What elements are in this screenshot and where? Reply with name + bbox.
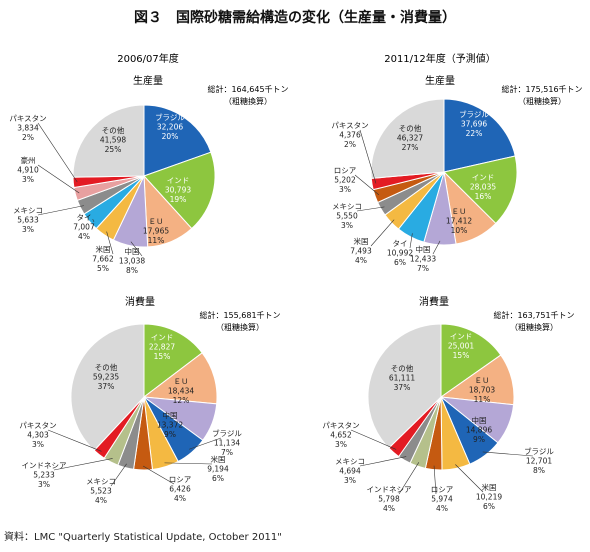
slice-label-china: 中国 12,433 7% xyxy=(410,244,436,273)
slice-label-mexico: メキシコ 4,694 3% xyxy=(335,457,365,485)
slice-label-eu: ＥＵ 18,703 11% xyxy=(469,376,495,404)
pie-slice-others xyxy=(70,323,145,452)
slice-label-brazil: ブラジル 32,206 20% xyxy=(155,112,185,141)
pie-slice-india xyxy=(443,155,518,225)
slice-label-russia: ロシア 6,426 4% xyxy=(169,475,192,503)
chart-period: 2011/12年度（予測値） xyxy=(384,52,496,65)
leader-line-pakistan xyxy=(359,129,377,184)
slice-label-russia: ロシア 5,974 4% xyxy=(431,485,454,513)
leader-line-usa xyxy=(370,219,395,247)
slice-label-mexico: メキシコ 5,523 4% xyxy=(86,477,116,505)
slice-label-brazil: ブラジル 37,696 22% xyxy=(459,109,489,138)
slice-label-others: その他 41,598 25% xyxy=(100,125,126,154)
leader-line-mexico xyxy=(359,456,407,467)
leader-line-russia xyxy=(433,465,437,495)
slice-label-eu: ＥＵ 17,412 10% xyxy=(446,207,472,235)
pie-slices xyxy=(370,98,518,246)
slice-label-china: 中国 13,372 9% xyxy=(157,410,183,439)
pie-slice-others xyxy=(367,323,442,449)
slice-label-china: 中国 13,038 8% xyxy=(119,246,145,275)
slice-label-brazil: ブラジル 12,701 8% xyxy=(524,446,554,475)
figure-title: 図３ 国際砂糖需給構造の変化（生産量・消費量） xyxy=(134,9,456,26)
slice-label-pakistan: パキスタン 3,834 2% xyxy=(9,114,46,142)
chart-total: 総計：164,645千トン xyxy=(207,84,288,94)
leader-line-russia xyxy=(142,465,175,485)
leader-line-thailand xyxy=(92,218,95,223)
slice-label-usa: 米国 7,662 5% xyxy=(92,244,114,273)
slice-label-usa: 米国 7,493 4% xyxy=(350,236,372,265)
slice-label-brazil: ブラジル 11,134 7% xyxy=(212,428,242,457)
leader-line-usa xyxy=(455,464,484,493)
slice-label-others: その他 61,111 37% xyxy=(389,363,415,392)
source-note: 資料：LMC "Quarterly Statistical Update, Oc… xyxy=(4,530,282,543)
slice-label-usa: 米国 10,219 6% xyxy=(476,482,502,511)
slice-label-india: インド 25,001 15% xyxy=(448,332,474,360)
leader-line-indonesia xyxy=(53,458,113,471)
pie-slice-india xyxy=(143,151,216,230)
slice-label-pakistan: パキスタン 4,652 3% xyxy=(322,421,359,449)
pie-slice-india xyxy=(143,323,203,399)
pie-chart-consumption-2011: 消費量 総計：163,751千トン （粗糖換算） インド 25,001 15% ＥＵ 1… xyxy=(322,295,574,513)
leader-line-brazil xyxy=(188,437,222,450)
chart-period: 2006/07年度 xyxy=(117,52,179,65)
slice-label-pakistan: パキスタン 4,376 2% xyxy=(331,121,368,149)
slice-label-thailand: タイ 10,992 6% xyxy=(387,239,413,267)
chart-unit-note: （粗糖換算） xyxy=(216,322,264,332)
leader-line-china xyxy=(130,241,143,257)
pie-chart-production-2006: 2006/07年度 生産量 総計：164,645千トン （粗糖換算） ブラジル 3… xyxy=(9,52,288,275)
chart-title: 生産量 xyxy=(425,74,455,87)
leader-line-brazil xyxy=(482,451,534,457)
pie-chart-production-2011: 2011/12年度（予測値） 生産量 総計：175,516千トン （粗糖換算） … xyxy=(331,52,582,273)
slice-label-australia: 豪州 4,910 3% xyxy=(17,155,39,184)
pie-slices xyxy=(72,104,216,248)
chart-total: 総計：175,516千トン xyxy=(501,84,582,94)
slice-label-pakistan: パキスタン 4,303 3% xyxy=(19,421,56,449)
slice-label-india: インド 28,035 16% xyxy=(470,173,496,201)
slice-label-indonesia: インドネシア 5,798 4% xyxy=(367,485,412,513)
leader-line-usa xyxy=(164,462,213,465)
slice-label-mexico: メキシコ 5,550 3% xyxy=(332,202,362,230)
pie-slices xyxy=(70,323,218,471)
leader-line-australia xyxy=(37,164,80,194)
leader-line-usa xyxy=(106,231,114,255)
chart-title: 生産量 xyxy=(133,74,163,87)
leader-line-russia xyxy=(354,174,380,196)
pie-slice-brazil xyxy=(443,98,516,173)
slice-label-russia: ロシア 5,202 3% xyxy=(334,166,357,194)
chart-total: 総計：163,751千トン xyxy=(493,310,574,320)
leader-line-indonesia xyxy=(398,462,420,495)
chart-unit-note: （粗糖換算） xyxy=(224,96,272,106)
leader-line-pakistan xyxy=(350,429,397,450)
chart-title: 消費量 xyxy=(419,295,449,308)
slice-label-others: その他 59,235 37% xyxy=(93,362,119,391)
pie-slice-india xyxy=(440,323,502,398)
slice-label-india: インド 30,793 19% xyxy=(165,176,191,204)
slice-label-indonesia: インドネシア 5,233 3% xyxy=(22,461,67,489)
slice-label-india: インド 22,827 15% xyxy=(149,333,175,361)
leader-line-pakistan xyxy=(37,122,78,183)
leader-line-thailand xyxy=(409,233,413,249)
slice-label-mexico: メキシコ 5,633 3% xyxy=(13,206,43,234)
pie-slice-brazil xyxy=(143,104,212,177)
slice-label-china: 中国 14,896 9% xyxy=(466,415,492,444)
chart-unit-note: （粗糖換算） xyxy=(518,96,566,106)
pie-slices xyxy=(367,323,515,471)
pie-slice-others xyxy=(72,104,145,178)
leader-line-pakistan xyxy=(47,429,102,452)
chart-total: 総計：155,681千トン xyxy=(199,310,280,320)
chart-unit-note: （粗糖換算） xyxy=(510,322,558,332)
slice-label-usa: 米国 9,194 6% xyxy=(207,454,229,483)
leader-line-mexico xyxy=(37,205,84,216)
pie-chart-consumption-2006: 消費量 総計：155,681千トン （粗糖換算） インド 22,827 15% ＥＵ 1… xyxy=(19,295,280,505)
chart-title: 消費量 xyxy=(125,295,155,308)
leader-line-mexico xyxy=(356,206,385,212)
leader-line-mexico xyxy=(110,463,127,487)
slice-label-others: その他 46,327 27% xyxy=(397,123,423,152)
slice-label-eu: ＥＵ 18,434 12% xyxy=(168,377,194,405)
leader-line-china xyxy=(432,240,441,255)
slice-label-thailand: タイ 7,007 4% xyxy=(73,213,95,241)
slice-label-eu: ＥＵ 17,965 11% xyxy=(143,217,169,245)
